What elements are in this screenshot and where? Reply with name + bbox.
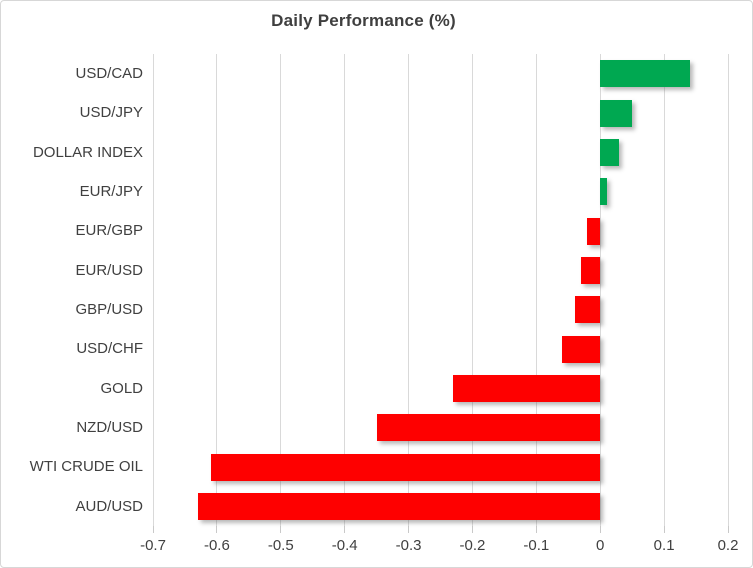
axis-tick [280,526,282,533]
chart-title: Daily Performance (%) [271,11,456,30]
gridline [599,54,601,526]
category-label-dollar-index: DOLLAR INDEX [32,143,143,161]
x-tick-label: -0.1 [523,537,550,554]
bar-eur-usd [581,256,601,284]
category-label-usd-cad: USD/CAD [75,65,143,82]
gridline [216,54,218,526]
x-tick-label: 0.2 [717,537,739,554]
axis-tick [727,526,729,533]
category-label-usd-jpy: USD/JPY [79,104,143,122]
gridline [471,54,473,526]
x-tick-label: -0.5 [267,537,294,554]
bar-dollar-index [600,138,620,166]
axis-tick [535,526,537,533]
x-tick-label: -0.7 [140,537,166,554]
bar-usd-cad [600,60,690,88]
gridline [535,54,537,526]
axis-tick [152,526,154,533]
bar-eur-jpy [600,178,607,206]
gridline [280,54,282,526]
bar-gold [453,374,601,402]
axis-tick [344,526,346,533]
category-label-wti-crude-oil: WTI CRUDE OIL [29,458,143,476]
bar-eur-gbp [587,217,601,245]
x-tick-label: -0.2 [459,537,486,554]
category-label-eur-gbp: EUR/GBP [75,222,143,240]
gridline [663,54,665,526]
bar-gbp-usd [574,296,601,324]
category-label-eur-usd: EUR/USD [75,261,143,279]
category-label-aud-usd: AUD/USD [75,497,143,515]
axis-tick [471,526,473,533]
x-tick-label: 0 [596,537,605,554]
x-tick-label: 0.1 [653,537,675,554]
axis-tick [216,526,218,533]
category-label-nzd-usd: NZD/USD [76,419,143,436]
gridline [344,54,346,526]
axis-tick [663,526,665,533]
bar-wti-crude-oil [210,453,601,481]
bar-nzd-usd [376,414,601,442]
axis-tick [599,526,601,533]
x-tick-label: -0.4 [331,537,358,554]
category-label-eur-jpy: EUR/JPY [79,183,143,200]
gridline [152,54,154,526]
x-tick-label: -0.3 [395,537,422,554]
gridline [408,54,410,526]
bar-aud-usd [197,492,601,520]
category-label-gold: GOLD [100,379,143,397]
plot-area [152,54,729,533]
x-tick-label: -0.6 [203,537,230,554]
gridline [727,54,729,526]
bar-usd-jpy [600,99,633,127]
category-label-usd-chf: USD/CHF [76,340,143,358]
bar-usd-chf [561,335,601,363]
category-label-gbp-usd: GBP/USD [75,301,143,318]
axis-tick [408,526,410,533]
